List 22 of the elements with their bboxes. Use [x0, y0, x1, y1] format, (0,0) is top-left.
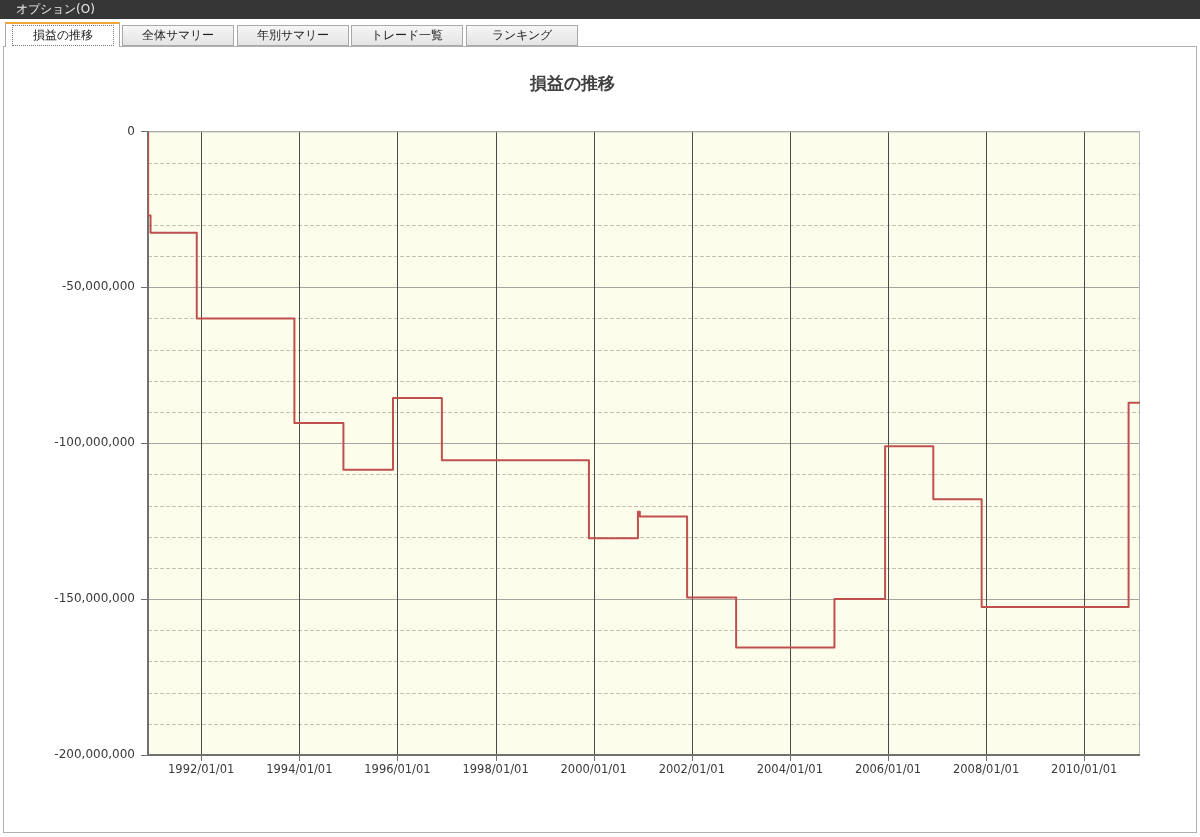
x-tick-label: 2006/01/01	[854, 761, 922, 776]
tab: トレード一覧	[351, 25, 463, 46]
y-tick-label: 0	[127, 123, 135, 138]
x-tick-label: 2000/01/01	[560, 761, 627, 776]
menu-bar: オプション(O)	[0, 0, 1200, 19]
tab: ランキング	[465, 25, 578, 46]
chart-title: 損益の推移	[528, 72, 615, 93]
x-tick-label: 1996/01/01	[364, 761, 431, 776]
x-tick-label: 2004/01/01	[756, 761, 824, 776]
y-tick-label: -50,000,000	[61, 279, 135, 294]
x-tick-label: 2008/01/01	[952, 761, 1020, 776]
y-tick-label: -150,000,000	[54, 591, 135, 606]
tab: 損益の推移	[5, 22, 120, 47]
tab: 全体サマリー	[122, 25, 234, 46]
x-tick-label: 2010/01/01	[1051, 761, 1118, 776]
y-tick-label: -100,000,000	[54, 435, 135, 450]
x-tick-label: 2002/01/01	[658, 761, 725, 776]
x-tick-label: 1992/01/01	[168, 761, 235, 776]
x-tick-label: 1998/01/01	[462, 761, 529, 776]
x-tick-label: 1994/01/01	[266, 761, 333, 776]
tab: 年別サマリー	[236, 25, 349, 46]
y-tick-label: -200,000,000	[54, 747, 135, 762]
